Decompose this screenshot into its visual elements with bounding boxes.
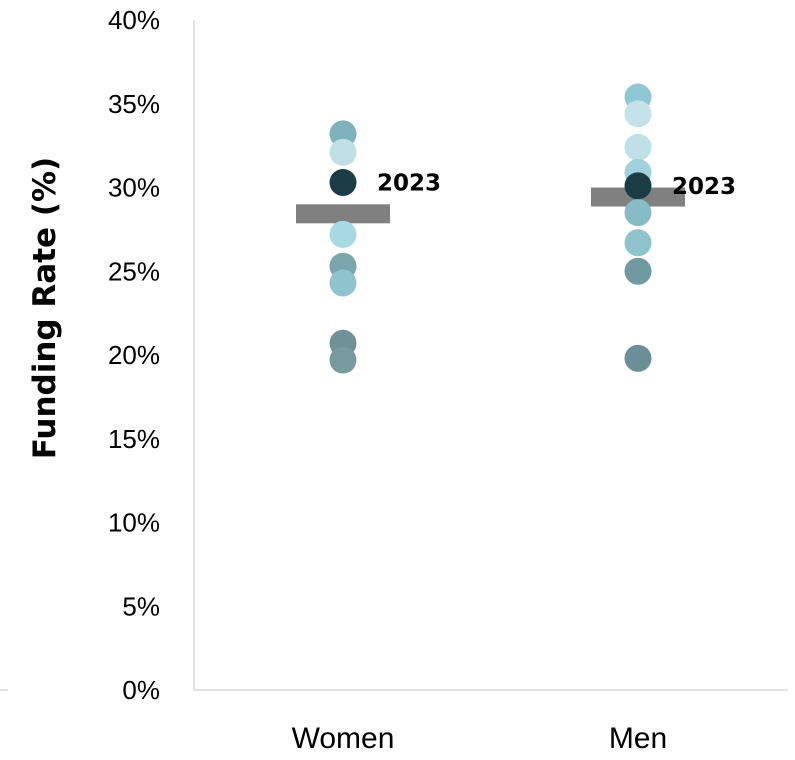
- category-label: Women: [292, 722, 395, 755]
- data-point: [624, 172, 652, 200]
- category-labels: Women Men: [292, 722, 668, 755]
- data-point: [329, 138, 357, 166]
- y-tick-label: 40%: [108, 5, 160, 35]
- y-tick-label: 5%: [122, 591, 160, 621]
- data-point: [329, 168, 357, 196]
- annotations: 2023 2023: [377, 170, 736, 199]
- y-tick-label: 25%: [108, 256, 160, 286]
- data-point: [329, 220, 357, 248]
- y-axis-label: Funding Rate (%): [27, 157, 63, 459]
- y-tick-label: 15%: [108, 424, 160, 454]
- y-tick-label: 30%: [108, 173, 160, 203]
- data-point: [624, 133, 652, 161]
- point-annotation: 2023: [377, 170, 441, 196]
- point-annotation: 2023: [672, 174, 736, 200]
- data-point: [624, 100, 652, 128]
- y-tick-label: 20%: [108, 340, 160, 370]
- data-point: [624, 344, 652, 372]
- y-tick-label: 10%: [108, 508, 160, 538]
- mean-bar: [296, 204, 390, 224]
- y-tick-labels: 0% 5% 10% 15% 20% 25% 30% 35% 40%: [108, 5, 160, 705]
- category-label: Men: [609, 722, 667, 755]
- data-points: [329, 83, 652, 374]
- y-tick-label: 35%: [108, 89, 160, 119]
- data-point: [624, 257, 652, 285]
- data-point: [624, 199, 652, 227]
- data-point: [329, 346, 357, 374]
- data-point: [624, 229, 652, 257]
- mean-bars: [296, 187, 685, 224]
- data-point: [329, 269, 357, 297]
- y-tick-label: 0%: [122, 675, 160, 705]
